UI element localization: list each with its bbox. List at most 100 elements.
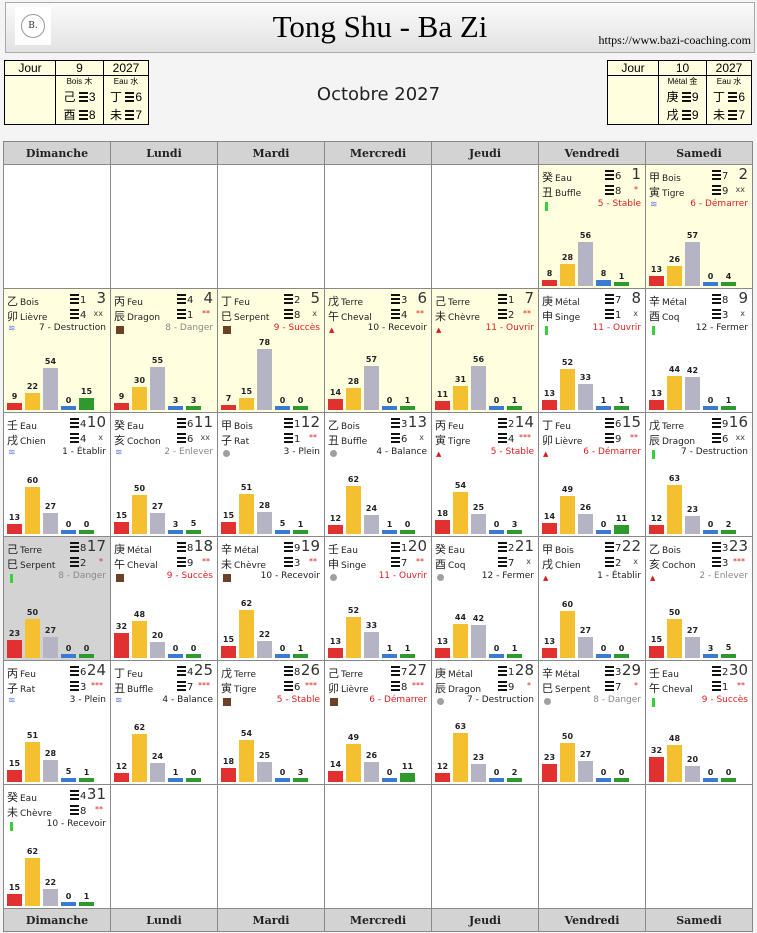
label-jour: Jour bbox=[607, 60, 659, 76]
hexagram-number: 4 bbox=[80, 419, 87, 430]
day-cell[interactable]: 丁 Feu 2 5 巳 Serpent 8 x 9 - Succès 7 15 78 0 0 bbox=[217, 288, 325, 413]
triangle-indicator-icon: ▲ bbox=[436, 326, 442, 334]
day-cell[interactable]: 辛 Métal 9 19 未 Chèvre 3 ** 10 - Recevoir 15 62 22 0 1 bbox=[217, 536, 325, 661]
day-officer-line: 3 - Plein bbox=[221, 447, 320, 461]
stem-element: Feu bbox=[127, 298, 143, 308]
day-cell[interactable]: 癸 Eau 6 11 亥 Cochon 6 xx ≋ 2 - Enlever 15 50 27 3 5 bbox=[110, 412, 218, 537]
hexagram-number: 7 bbox=[615, 682, 622, 693]
blue-bar-label: 0 bbox=[493, 396, 500, 405]
yellow-bar-label: 48 bbox=[133, 610, 146, 619]
yellow-bar bbox=[132, 387, 147, 410]
red-bar bbox=[7, 640, 22, 658]
hexagram-icon bbox=[712, 666, 721, 676]
hexagram-icon bbox=[177, 666, 186, 676]
hexagram-number: 6 bbox=[722, 434, 729, 445]
empty-day-cell bbox=[538, 784, 646, 909]
blue-bar bbox=[596, 778, 611, 782]
blue-bar-label: 5 bbox=[279, 519, 286, 528]
hexagram-lower: 1 bbox=[177, 309, 193, 321]
year-number: 2027 bbox=[706, 60, 752, 76]
hexagram-number: 8 bbox=[615, 186, 622, 197]
day-cell[interactable]: 乙 Bois 1 3 卯 Lièvre 4 xx ≋ 7 - Destruction 9 22 54 0 1… bbox=[3, 288, 111, 413]
day-cell[interactable]: 辛 Métal 8 9 酉 Coq 3 x 12 - Fermer 13 44 42 0 1 bbox=[645, 288, 753, 413]
element-bar-chart: 7 15 78 0 0 bbox=[221, 315, 321, 410]
hexagram-number: 8 bbox=[401, 682, 408, 693]
blue-bar bbox=[703, 282, 718, 286]
green-bar-label: 15 bbox=[80, 387, 93, 396]
day-cell[interactable]: 乙 Bois 3 23 亥 Cochon 3 *** ▲ 2 - Enlever 15 50 27 3 5 bbox=[645, 536, 753, 661]
day-cell[interactable]: 癸 Eau 2 21 酉 Coq 7 x 12 - Fermer 13 44 42 0 1 bbox=[431, 536, 539, 661]
day-rating: x bbox=[312, 309, 317, 318]
green-bar-label: 1 bbox=[725, 396, 732, 405]
day-cell[interactable]: 庚 Métal 7 8 申 Singe 1 x 11 - Ouvrir 13 52 33 1 1 bbox=[538, 288, 646, 413]
branch-animal: Cochon bbox=[127, 437, 161, 447]
hexagram-icon bbox=[177, 309, 186, 319]
day-cell[interactable]: 戊 Terre 9 16 辰 Dragon 6 xx 7 - Destruction 12 63 23… bbox=[645, 412, 753, 537]
stem-element: Feu bbox=[555, 422, 571, 432]
day-cell[interactable]: 丙 Feu 4 4 辰 Dragon 1 ** 8 - Danger 9 30 55 3 3 bbox=[110, 288, 218, 413]
day-stem-line: 己 Terre 8 17 bbox=[7, 537, 106, 556]
day-cell[interactable]: 己 Terre 8 17 巳 Serpent 2 * 8 - Danger 23 50 27 0 0 bbox=[3, 536, 111, 661]
day-cell[interactable]: 己 Terre 7 27 卯 Lièvre 8 *** 6 - Démarrer 14 49 26 0 1… bbox=[324, 660, 432, 785]
month-element: Bois 木 bbox=[66, 77, 93, 86]
day-cell[interactable]: 癸 Eau 4 31 未 Chèvre 8 ** 10 - Recevoir 15 62 22 0 1 bbox=[3, 784, 111, 909]
logo[interactable]: B. bbox=[15, 7, 51, 45]
hexagram-icon bbox=[712, 294, 721, 304]
day-cell[interactable]: 癸 Eau 6 1 丑 Buffle 8 * 5 - Stable 8 28 56 8 1 bbox=[538, 164, 646, 289]
stem-element: Bois bbox=[341, 422, 360, 432]
yellow-bar-label: 44 bbox=[454, 613, 467, 622]
day-cell[interactable]: 庚 Métal 8 18 午 Cheval 9 ** 9 - Succès 32 48 20 0 0 bbox=[110, 536, 218, 661]
day-cell[interactable]: 丁 Feu 6 15 卯 Lièvre 9 ** ▲ 6 - Démarrer 14 49 26 0 11 bbox=[538, 412, 646, 537]
yellow-bar-label: 54 bbox=[454, 481, 467, 490]
day-branch-line: 巳 Serpent 7 * bbox=[542, 680, 641, 695]
day-cell[interactable]: 戊 Terre 8 26 寅 Tigre 6 *** 5 - Stable 18 54 25 0 3 bbox=[217, 660, 325, 785]
earthly-branch: 寅 bbox=[221, 682, 232, 695]
day-cell[interactable]: 丙 Feu 6 24 子 Rat 3 *** ≋ 3 - Plein 15 51 28 5 1 bbox=[3, 660, 111, 785]
hexagram-number: 8 bbox=[80, 543, 87, 554]
day-cell[interactable]: 壬 Eau 4 10 戌 Chien 4 x ≋ 1 - Établir 13 60 27 0 0 bbox=[3, 412, 111, 537]
hexagram-number: 4 bbox=[187, 667, 194, 678]
year-stem-row: 丁 6 bbox=[109, 90, 143, 104]
day-cell[interactable]: 甲 Bois 1 12 子 Rat 1 ** 3 - Plein 15 51 28 5 1 bbox=[217, 412, 325, 537]
day-cell[interactable]: 己 Terre 1 7 未 Chèvre 2 ** ▲ 11 - Ouvrir 11 31 56 0 1 bbox=[431, 288, 539, 413]
day-cell[interactable]: 壬 Eau 2 30 午 Cheval 1 ** 9 - Succès 32 48 20 0 0 bbox=[645, 660, 753, 785]
blue-bar bbox=[275, 654, 290, 658]
day-officer: 3 - Plein bbox=[69, 695, 106, 705]
hexagram-number: 2 bbox=[508, 419, 515, 430]
day-cell[interactable]: 戊 Terre 3 6 午 Cheval 4 ** ▲ 10 - Recevoir 14 28 57 0 1 bbox=[324, 288, 432, 413]
red-bar bbox=[114, 403, 129, 410]
hexagram-lower: 8 bbox=[391, 681, 407, 693]
branch-animal: Rat bbox=[20, 685, 36, 695]
weekday-header-samedi: Samedi bbox=[645, 141, 753, 165]
day-cell[interactable]: 辛 Métal 3 29 巳 Serpent 7 * 8 - Danger 23 50 27 0 0 bbox=[538, 660, 646, 785]
red-bar bbox=[114, 633, 129, 658]
branch-animal: Tigre bbox=[662, 189, 685, 199]
day-cell[interactable]: 甲 Bois 7 2 寅 Tigre 9 xx ≋ 6 - Démarrer 13 26 57 0 4 bbox=[645, 164, 753, 289]
yellow-bar-label: 28 bbox=[561, 253, 574, 262]
stem-element: Terre bbox=[662, 422, 685, 432]
hexagram-upper: 8 bbox=[177, 542, 193, 554]
day-officer: 7 - Destruction bbox=[39, 323, 106, 333]
day-cell[interactable]: 乙 Bois 3 13 丑 Buffle 6 x 4 - Balance 12 62 24 1 0 bbox=[324, 412, 432, 537]
element-bar-chart: 15 50 27 3 5 bbox=[649, 563, 749, 658]
site-url-link[interactable]: https://www.bazi-coaching.com bbox=[598, 33, 751, 47]
heavenly-stem: 甲 bbox=[649, 171, 660, 184]
green-bar bbox=[614, 654, 629, 658]
day-officer-line: ≋ 4 - Balance bbox=[114, 695, 213, 709]
calendar-week-row: 己 Terre 8 17 巳 Serpent 2 * 8 - Danger 23 50 27 0 0 庚 Mé… bbox=[3, 536, 753, 661]
hexagram-number: 2 bbox=[80, 558, 87, 569]
day-cell[interactable]: 丙 Feu 2 14 寅 Tigre 4 *** ▲ 5 - Stable 18 54 25 0 3 bbox=[431, 412, 539, 537]
year-element: Eau 水 bbox=[716, 77, 742, 86]
red-bar-label: 23 bbox=[543, 753, 556, 762]
hexagram-lower: 7 bbox=[177, 681, 193, 693]
day-cell[interactable]: 丁 Feu 4 25 丑 Buffle 7 *** ≋ 4 - Balance 12 62 24 1 0 bbox=[110, 660, 218, 785]
day-cell[interactable]: 壬 Eau 1 20 申 Singe 7 ** 11 - Ouvrir 13 52 33 1 1 bbox=[324, 536, 432, 661]
day-cell[interactable]: 庚 Métal 1 28 辰 Dragon 9 * 7 - Destruction 12 63 23 0… bbox=[431, 660, 539, 785]
yellow-bar bbox=[346, 744, 361, 782]
heavenly-stem: 己 bbox=[7, 543, 18, 556]
green-bar-label: 2 bbox=[511, 768, 518, 777]
stem-element: Bois bbox=[234, 422, 253, 432]
day-officer: 8 - Danger bbox=[593, 695, 641, 705]
day-cell[interactable]: 甲 Bois 7 22 戌 Chien 2 x ▲ 1 - Établir 13 60 27 0 0 bbox=[538, 536, 646, 661]
hexagram-lower: 2 bbox=[498, 309, 514, 321]
